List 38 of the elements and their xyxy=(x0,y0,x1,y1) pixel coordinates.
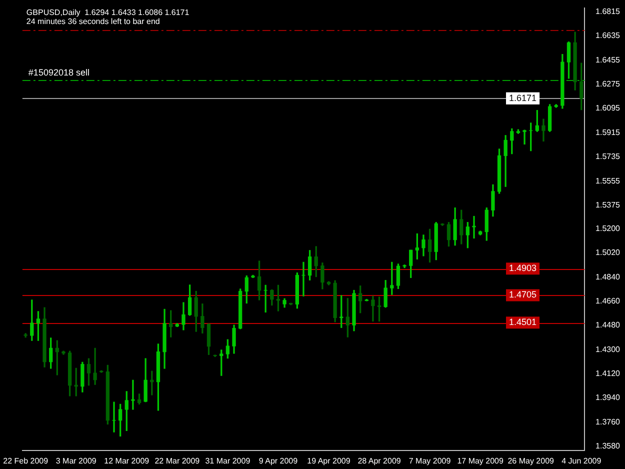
x-tick-label: 26 May 2009 xyxy=(508,456,555,466)
y-tick-label: 1.4660 xyxy=(596,296,621,306)
y-tick-label: 1.3940 xyxy=(596,393,621,402)
y-tick-label: 1.5915 xyxy=(596,128,621,137)
y-tick-label: 1.5735 xyxy=(596,152,621,162)
x-tick-label: 12 Mar 2009 xyxy=(104,456,150,466)
x-tick-label: 9 Apr 2009 xyxy=(258,456,298,466)
x-tick-label: 19 Apr 2009 xyxy=(307,456,351,466)
ref-line-label: 1.6171 xyxy=(509,92,537,103)
x-tick-label: 22 Feb 2009 xyxy=(3,456,49,466)
x-tick-label: 22 Mar 2009 xyxy=(154,456,200,466)
x-tick-label: 28 Apr 2009 xyxy=(358,456,402,466)
y-tick-label: 1.4480 xyxy=(596,320,621,330)
x-tick-label: 31 Mar 2009 xyxy=(205,456,251,466)
y-tick-label: 1.6635 xyxy=(596,31,621,40)
y-tick-label: 1.4300 xyxy=(596,344,621,354)
ref-line-label: #15092018 sell xyxy=(28,67,90,78)
y-tick-label: 1.6455 xyxy=(596,55,621,64)
y-tick-label: 1.3580 xyxy=(596,442,621,451)
y-tick-label: 1.5555 xyxy=(596,176,621,186)
y-tick-label: 1.3760 xyxy=(596,417,621,426)
x-tick-label: 17 May 2009 xyxy=(457,456,504,466)
ref-line-label: 1.4501 xyxy=(509,317,537,328)
x-tick-label: 7 May 2009 xyxy=(408,456,452,466)
y-tick-label: 1.5200 xyxy=(596,224,621,233)
y-tick-label: 1.4840 xyxy=(596,272,621,282)
chart-title: GBPUSD,Daily 1.6294 1.6433 1.6086 1.6171 xyxy=(26,8,190,18)
ref-line-label: 1.4705 xyxy=(509,290,537,300)
x-tick-label: 4 Jun 2009 xyxy=(562,456,602,466)
ref-line-label: 1.4903 xyxy=(509,263,537,274)
x-tick-label: 3 Mar 2009 xyxy=(56,456,97,466)
y-tick-label: 1.4120 xyxy=(596,369,621,378)
y-tick-label: 1.6095 xyxy=(596,104,621,113)
y-tick-label: 1.5020 xyxy=(596,248,621,258)
y-tick-label: 1.6815 xyxy=(596,7,621,16)
y-tick-label: 1.6275 xyxy=(596,80,621,89)
y-tick-label: 1.5375 xyxy=(596,200,621,210)
text: 24 minutes 36 seconds left to bar end xyxy=(26,17,160,26)
